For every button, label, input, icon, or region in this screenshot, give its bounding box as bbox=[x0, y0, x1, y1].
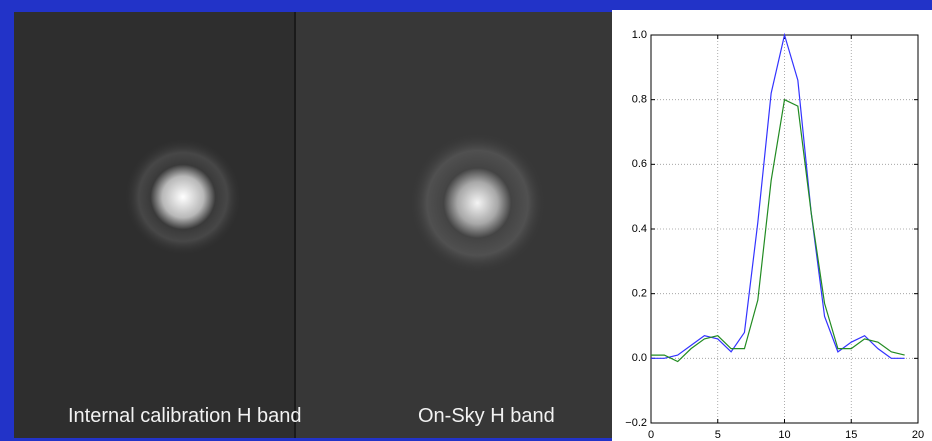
psf bbox=[124, 138, 242, 256]
psf bbox=[410, 133, 545, 273]
screen: Internal calibration H band On-Sky H ban… bbox=[0, 0, 932, 441]
y-tick-label: 0.0 bbox=[632, 352, 647, 364]
x-tick-label: 10 bbox=[778, 429, 790, 441]
y-tick-label: 0.8 bbox=[632, 94, 647, 106]
x-tick-label: 15 bbox=[845, 429, 857, 441]
y-tick-label: 0.2 bbox=[632, 288, 647, 300]
x-tick-label: 20 bbox=[912, 429, 924, 441]
x-tick-label: 0 bbox=[648, 429, 654, 441]
caption: Internal calibration H band bbox=[68, 405, 301, 427]
y-tick-label: 1.0 bbox=[632, 29, 647, 41]
y-tick-label: 0.6 bbox=[632, 158, 647, 170]
y-tick-label: −0.2 bbox=[625, 417, 647, 429]
caption: On-Sky H band bbox=[418, 405, 555, 427]
y-tick-label: 0.4 bbox=[632, 223, 647, 235]
page: {"panels": [{"label": "Internal calibrat… bbox=[0, 0, 932, 441]
chart-panel bbox=[612, 10, 932, 441]
x-tick-label: 5 bbox=[715, 429, 721, 441]
